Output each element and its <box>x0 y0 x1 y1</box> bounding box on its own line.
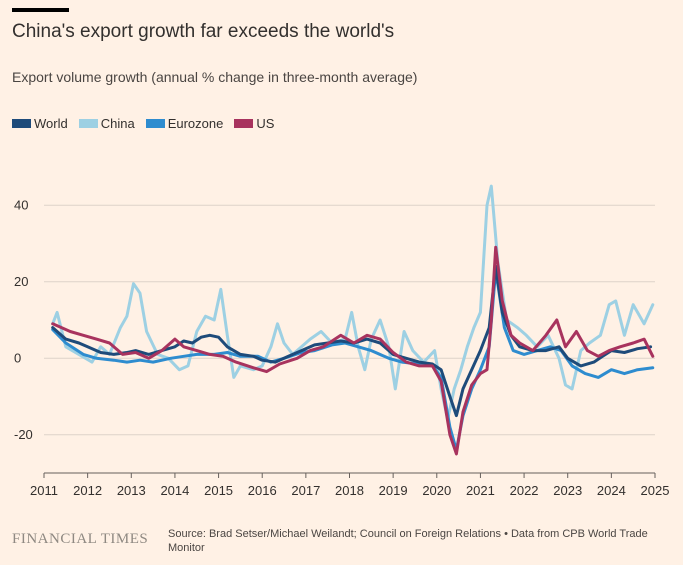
legend-swatch-us <box>234 119 254 128</box>
legend-swatch-china <box>78 119 98 128</box>
legend-item-china: China <box>78 116 135 131</box>
x-tick-label-2020: 2020 <box>422 483 451 498</box>
legend-swatch-eurozone <box>145 119 165 128</box>
y-tick-label-40: 40 <box>14 197 28 212</box>
x-tick-label-2014: 2014 <box>160 483 189 498</box>
x-tick-label-2019: 2019 <box>379 483 408 498</box>
x-tick-label-2016: 2016 <box>248 483 277 498</box>
x-tick-label-2018: 2018 <box>335 483 364 498</box>
legend-item-world: World <box>12 116 68 131</box>
series-lines <box>51 184 655 456</box>
source-note: Source: Brad Setser/Michael Weilandt; Co… <box>168 528 648 554</box>
x-axis: 2011 2012 2013 2014 2015 2016 2017 2018 2019 2020… <box>30 472 670 498</box>
x-tick-label-2023: 2023 <box>553 483 582 498</box>
legend: World China Eurozone US <box>12 116 285 131</box>
legend-item-us: US <box>234 116 274 131</box>
chart-title: China's export growth far exceeds the wo… <box>12 21 395 42</box>
y-axis-ticks: -20 0 20 40 <box>14 197 33 442</box>
x-tick-label-2017: 2017 <box>291 483 320 498</box>
x-tick-label-2024: 2024 <box>597 483 626 498</box>
series-line-eurozone <box>51 268 655 452</box>
series-line-china <box>51 184 655 421</box>
legend-label-eurozone: Eurozone <box>167 116 224 131</box>
legend-item-eurozone: Eurozone <box>145 116 224 131</box>
y-tick-label-0: 0 <box>14 350 21 365</box>
x-tick-label-2025: 2025 <box>641 483 670 498</box>
y-tick-label--20: -20 <box>14 427 33 442</box>
y-tick-label-20: 20 <box>14 274 28 289</box>
x-tick-label-2013: 2013 <box>117 483 146 498</box>
legend-label-china: China <box>100 116 135 131</box>
brand-bar <box>12 8 69 12</box>
x-tick-label-2022: 2022 <box>510 483 539 498</box>
brand-logo: FINANCIAL TIMES <box>12 531 149 547</box>
x-tick-label-2011: 2011 <box>30 483 58 498</box>
x-tick-label-2012: 2012 <box>73 483 102 498</box>
x-tick-label-2015: 2015 <box>204 483 233 498</box>
legend-swatch-world <box>12 119 31 128</box>
legend-label-world: World <box>34 116 68 131</box>
series-line-us <box>51 245 655 456</box>
x-tick-label-2021: 2021 <box>466 483 495 498</box>
legend-label-us: US <box>256 116 275 131</box>
chart-subtitle: Export volume growth (annual % change in… <box>12 69 418 85</box>
